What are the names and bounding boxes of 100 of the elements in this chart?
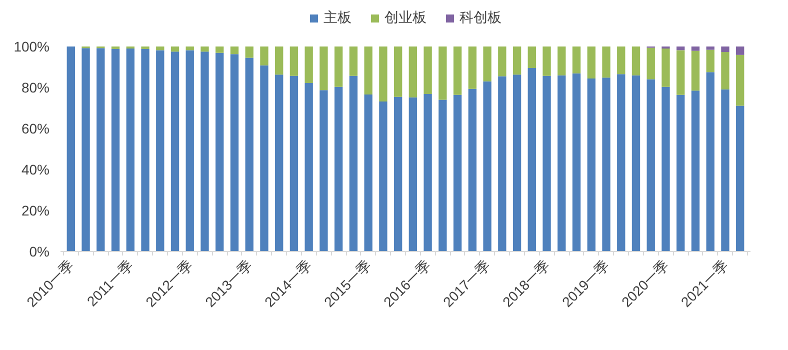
bar xyxy=(216,52,224,252)
bar xyxy=(736,54,744,106)
bar xyxy=(572,73,581,252)
bar xyxy=(691,46,700,51)
bar xyxy=(691,50,700,91)
bar xyxy=(245,46,254,58)
bar xyxy=(424,94,432,252)
bar xyxy=(126,48,134,252)
bar xyxy=(498,76,506,252)
legend-label: 主板 xyxy=(324,9,352,27)
bar xyxy=(156,46,164,50)
legend-label: 创业板 xyxy=(384,9,426,27)
bar xyxy=(349,46,358,76)
bar xyxy=(304,46,313,83)
bar xyxy=(186,50,194,252)
bar xyxy=(512,46,522,75)
y-tick-label: 60% xyxy=(21,120,50,136)
bar xyxy=(483,46,492,82)
bar xyxy=(721,52,730,90)
bar xyxy=(453,46,462,95)
bar xyxy=(186,46,194,50)
bar xyxy=(200,46,209,52)
bar xyxy=(721,89,730,252)
bar xyxy=(170,46,180,52)
bar xyxy=(706,72,714,252)
bar xyxy=(394,46,402,97)
bar xyxy=(379,101,388,252)
bar xyxy=(304,82,313,252)
bar xyxy=(364,94,372,252)
bar xyxy=(349,76,358,252)
bar xyxy=(498,46,506,76)
bar xyxy=(408,97,418,252)
bar xyxy=(468,88,477,252)
bar xyxy=(602,78,610,252)
bar xyxy=(260,65,268,252)
bar xyxy=(453,94,462,252)
bar xyxy=(156,50,164,252)
bar xyxy=(587,78,596,252)
bar xyxy=(646,79,655,252)
bar xyxy=(617,46,626,74)
bar xyxy=(706,50,714,72)
bar xyxy=(542,46,551,76)
bar xyxy=(646,48,655,80)
bar xyxy=(676,46,685,50)
bar xyxy=(572,46,581,74)
bar xyxy=(528,46,536,68)
bar xyxy=(82,48,90,252)
bar xyxy=(662,86,670,252)
bar xyxy=(290,46,298,76)
bar xyxy=(632,75,640,252)
bar xyxy=(230,54,239,252)
bar xyxy=(691,90,700,252)
bar xyxy=(275,74,284,252)
bar xyxy=(111,48,120,252)
bar xyxy=(200,52,209,252)
bar xyxy=(558,75,566,252)
bar xyxy=(662,48,670,87)
bar xyxy=(394,96,402,252)
bar xyxy=(438,46,447,100)
bar xyxy=(320,90,328,252)
bar xyxy=(379,46,388,102)
y-tick-label: 0% xyxy=(29,244,50,260)
bar xyxy=(542,76,551,252)
bar xyxy=(230,46,239,54)
bar xyxy=(676,94,685,252)
bar xyxy=(602,46,610,78)
y-tick-label: 20% xyxy=(21,202,50,218)
y-tick-label: 100% xyxy=(14,38,50,54)
bar xyxy=(676,50,685,95)
bar xyxy=(558,46,566,76)
bar xyxy=(216,46,224,53)
bar xyxy=(260,46,268,66)
bar xyxy=(438,100,447,252)
bar xyxy=(632,46,640,76)
bar xyxy=(617,74,626,252)
bar xyxy=(96,48,105,252)
bar xyxy=(334,46,343,87)
bar xyxy=(66,46,75,252)
y-tick-label: 80% xyxy=(21,80,50,96)
bar xyxy=(364,46,372,94)
bar xyxy=(706,46,714,50)
bar xyxy=(736,46,744,55)
bar xyxy=(468,46,477,89)
y-tick-label: 40% xyxy=(21,162,50,178)
bar xyxy=(483,81,492,252)
bar xyxy=(275,46,284,75)
bar xyxy=(334,86,343,252)
bar xyxy=(408,46,418,98)
bar xyxy=(587,46,596,78)
bar xyxy=(528,68,536,252)
legend-label: 科创板 xyxy=(460,9,502,27)
bar xyxy=(721,46,730,52)
bar xyxy=(290,76,298,252)
bar xyxy=(170,52,180,252)
bar xyxy=(512,74,522,252)
bar xyxy=(736,106,744,252)
bar xyxy=(141,48,150,252)
bar xyxy=(424,46,432,94)
bar xyxy=(320,46,328,90)
bar xyxy=(245,58,254,252)
